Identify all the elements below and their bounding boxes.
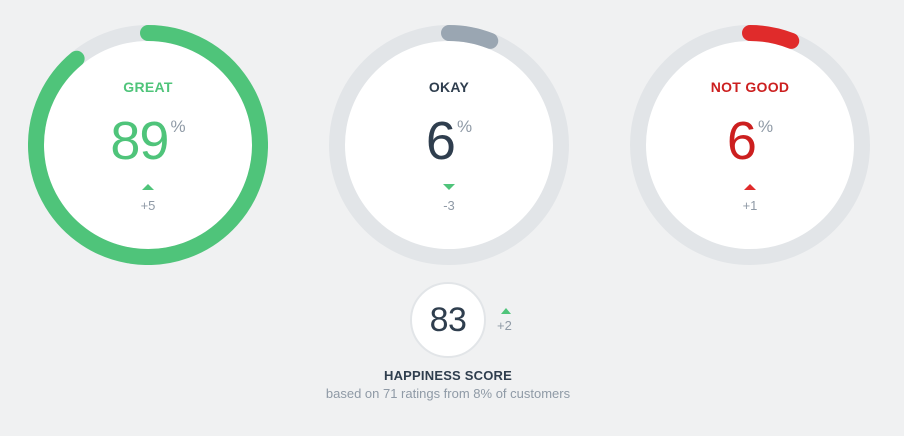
trend-up-icon	[142, 184, 154, 190]
great-ring	[28, 25, 268, 265]
gauge-value: 89	[110, 111, 169, 171]
gauge-label: OKAY	[428, 79, 470, 95]
happiness-score-delta: +2	[497, 318, 512, 333]
gauge-value-row: 6%	[630, 109, 870, 173]
happiness-score-subtitle: based on 71 ratings from 8% of customers	[325, 386, 571, 401]
okay-arc	[441, 25, 499, 49]
gauge-okay: OKAY 6% -3	[329, 25, 569, 265]
percent-sign: %	[757, 117, 774, 136]
gauge-not-good: NOT GOOD 6% +1	[630, 25, 870, 265]
not-good-arc	[742, 25, 800, 49]
gauge-value: 6	[726, 111, 757, 171]
gauge-label: NOT GOOD	[710, 79, 790, 95]
okay-ring	[329, 25, 569, 265]
percent-sign: %	[170, 117, 186, 136]
gauge-value-row: 6%	[329, 109, 569, 173]
percent-sign: %	[456, 117, 473, 136]
not-good-ring	[630, 25, 870, 265]
trend-up-icon	[501, 308, 511, 314]
trend-up-icon	[744, 184, 756, 190]
great-arc	[28, 25, 268, 265]
happiness-score-value: 83	[429, 301, 467, 339]
happiness-score-title: HAPPINESS SCORE	[384, 368, 512, 383]
gauge-delta: +1	[742, 198, 758, 213]
gauge-value: 6	[425, 111, 456, 171]
gauge-great: GREAT 89% +5	[28, 25, 268, 265]
gauge-delta: +5	[140, 198, 156, 213]
gauge-label: GREAT	[123, 79, 173, 95]
trend-down-icon	[443, 184, 455, 190]
gauge-delta: -3	[443, 198, 455, 213]
gauge-value-row: 89%	[28, 109, 268, 173]
happiness-score-circle: 83	[410, 282, 486, 358]
